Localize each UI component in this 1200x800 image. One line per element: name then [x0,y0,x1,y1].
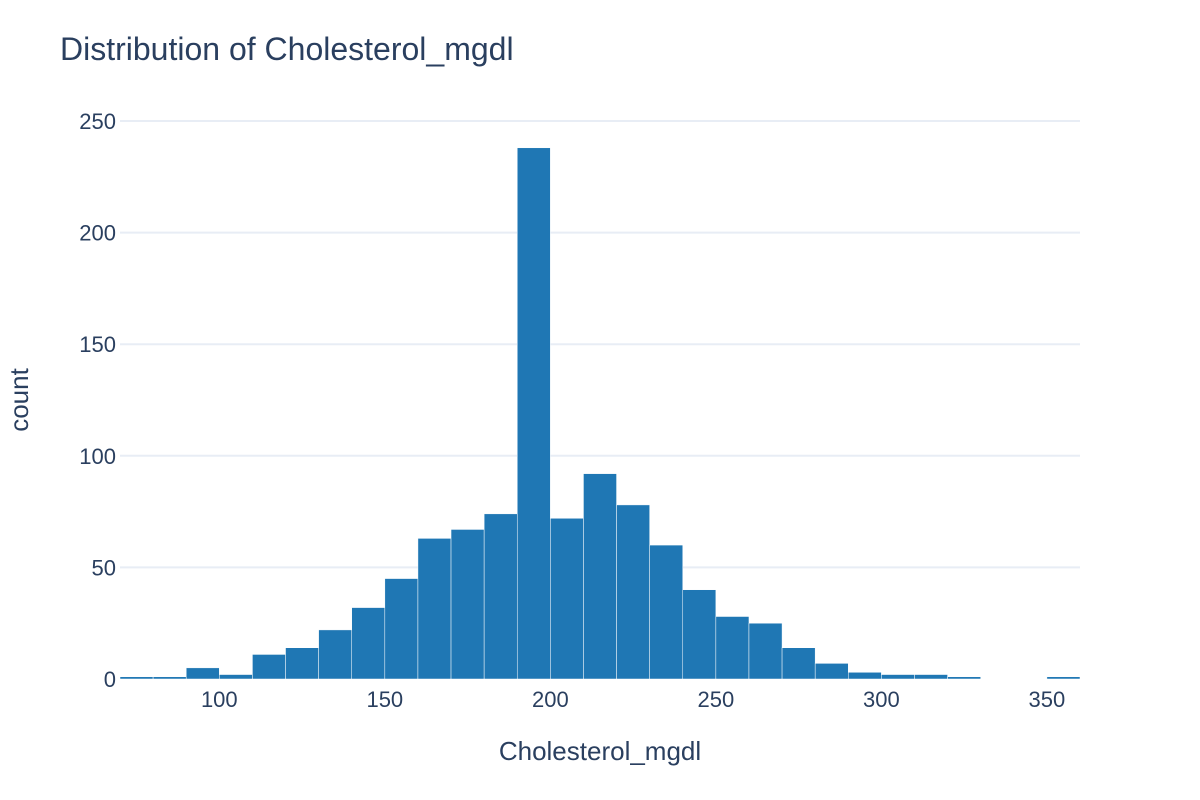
histogram-bar [119,676,154,680]
histogram-bar [947,676,981,680]
histogram-bar [1046,676,1081,680]
bars [119,147,1081,680]
histogram-bar [185,667,220,680]
histogram-bar [152,676,187,680]
histogram-bar [550,518,584,680]
y-tick-label: 0 [104,667,116,692]
histogram-bar [450,529,485,680]
x-tick-label: 350 [1029,687,1066,712]
histogram-bar [583,473,617,680]
histogram-bar [682,589,717,680]
histogram-bar [781,647,816,680]
histogram-bar [318,629,352,680]
y-tick-label: 50 [92,555,116,580]
chart-title: Distribution of Cholesterol_mgdl [60,31,514,67]
histogram-bar [219,674,253,680]
x-tick-label: 300 [863,687,900,712]
gridlines [120,120,1080,569]
x-axis-title: Cholesterol_mgdl [499,736,701,766]
y-tick-label: 200 [79,221,116,246]
x-tick-label: 250 [698,687,735,712]
histogram-bar [351,607,386,680]
histogram-bar [252,654,286,680]
y-axis-title: count [4,367,34,431]
x-tick-label: 200 [532,687,569,712]
histogram-bar [914,674,948,680]
histogram-bar [715,616,750,680]
histogram-bar [814,663,849,680]
histogram-bar [616,504,650,680]
histogram-bar [483,513,518,680]
x-tick-labels: 100 150 200 250 300 350 [201,687,1065,712]
y-tick-label: 100 [79,444,116,469]
y-tick-label: 250 [79,109,116,134]
histogram-bar [285,647,319,680]
y-tick-labels: 0 50 100 150 200 250 [79,109,116,692]
histogram-bar [881,674,915,680]
x-tick-label: 100 [201,687,238,712]
histogram-bar [516,147,551,680]
histogram-bar [848,672,882,680]
y-tick-label: 150 [79,332,116,357]
histogram-bar [649,544,684,680]
histogram-bar [748,622,783,680]
x-tick-label: 150 [366,687,403,712]
histogram-bar [417,538,452,680]
histogram-bar [384,578,419,680]
